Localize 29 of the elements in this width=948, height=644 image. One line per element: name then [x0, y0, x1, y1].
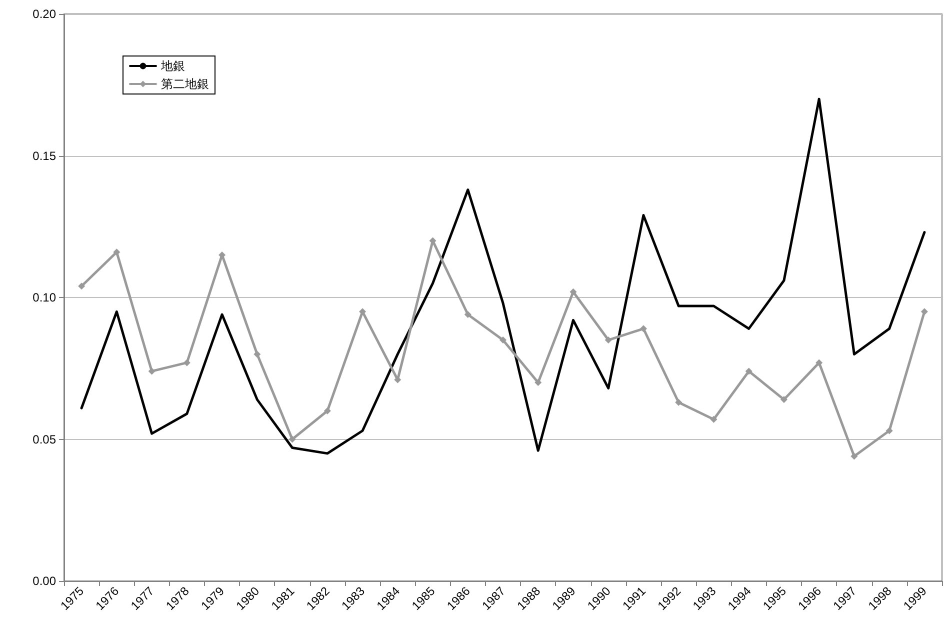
line-series	[80, 98, 926, 455]
legend-label: 第二地銀	[161, 77, 209, 91]
point	[780, 396, 788, 404]
point	[183, 359, 190, 366]
y-tick-label: 0.15	[32, 148, 56, 163]
legend-label: 地銀	[160, 59, 185, 73]
point	[464, 311, 472, 318]
y-tick-label: 0.05	[32, 432, 56, 446]
point	[850, 452, 858, 460]
point	[148, 368, 156, 375]
point	[113, 248, 120, 256]
point	[500, 336, 506, 344]
point	[324, 407, 331, 414]
point	[920, 308, 928, 316]
point	[675, 398, 682, 406]
y-tick-label: 0.00	[32, 574, 56, 588]
point	[78, 282, 86, 290]
point	[534, 379, 542, 386]
point	[886, 427, 893, 434]
point	[745, 368, 752, 375]
point	[604, 336, 612, 344]
y-tick-label: 0.20	[32, 7, 56, 21]
point	[570, 288, 577, 296]
point	[288, 436, 296, 443]
point	[710, 416, 718, 423]
point	[816, 359, 823, 366]
y-tick-label: 0.10	[32, 290, 56, 304]
point	[640, 325, 647, 332]
point	[254, 350, 261, 358]
